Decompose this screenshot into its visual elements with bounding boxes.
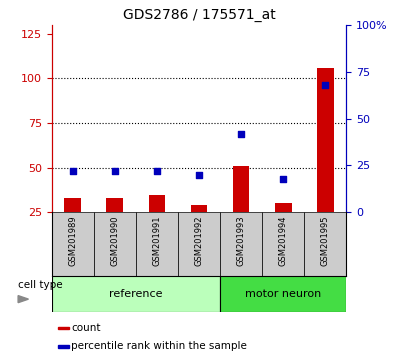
Bar xyxy=(220,276,346,312)
Bar xyxy=(58,345,69,348)
Point xyxy=(154,168,160,174)
Text: GSM201993: GSM201993 xyxy=(236,216,246,267)
Bar xyxy=(94,212,136,276)
Text: count: count xyxy=(71,322,101,333)
Point xyxy=(280,176,286,182)
Bar xyxy=(136,212,178,276)
Text: GSM201994: GSM201994 xyxy=(279,216,288,266)
Text: GSM201989: GSM201989 xyxy=(68,216,77,267)
Point xyxy=(322,82,328,88)
Text: motor neuron: motor neuron xyxy=(245,289,321,299)
Text: cell type: cell type xyxy=(18,280,63,290)
Bar xyxy=(148,195,165,212)
Bar xyxy=(106,198,123,212)
Text: GSM201991: GSM201991 xyxy=(152,216,162,266)
Bar xyxy=(220,212,262,276)
Bar xyxy=(191,205,207,212)
Bar xyxy=(262,212,304,276)
Point xyxy=(70,168,76,174)
Bar xyxy=(64,198,81,212)
Bar xyxy=(52,276,220,312)
Text: GSM201990: GSM201990 xyxy=(110,216,119,266)
Bar xyxy=(275,204,292,212)
Point xyxy=(196,172,202,178)
Text: reference: reference xyxy=(109,289,163,299)
Bar xyxy=(52,212,94,276)
Text: GSM201995: GSM201995 xyxy=(321,216,330,266)
Bar xyxy=(233,166,250,212)
Text: GSM201992: GSM201992 xyxy=(195,216,203,266)
Title: GDS2786 / 175571_at: GDS2786 / 175571_at xyxy=(123,8,275,22)
Bar xyxy=(178,212,220,276)
Point xyxy=(238,131,244,136)
Bar xyxy=(317,68,334,212)
Bar xyxy=(304,212,346,276)
Bar xyxy=(58,327,69,329)
Polygon shape xyxy=(18,296,29,303)
Text: percentile rank within the sample: percentile rank within the sample xyxy=(71,341,247,351)
Point xyxy=(112,168,118,174)
